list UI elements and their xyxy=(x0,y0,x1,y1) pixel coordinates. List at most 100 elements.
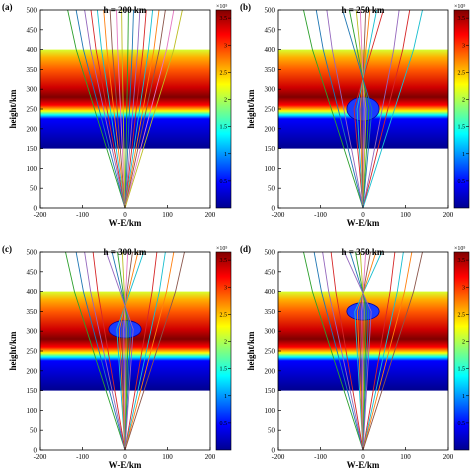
colorbar-tick-label: 1.5 xyxy=(458,367,466,373)
ray-path xyxy=(111,251,132,451)
ray-path xyxy=(124,251,158,451)
colorbar-tick-label: 1 xyxy=(224,152,227,158)
x-tick-label: 0 xyxy=(361,453,365,461)
panel-label: (b) xyxy=(240,2,251,12)
ray-path xyxy=(348,9,370,209)
colorbar-tick-label: 1.5 xyxy=(458,125,466,131)
ray-path xyxy=(362,251,404,451)
ray-path xyxy=(96,9,126,209)
y-tick-label: 0 xyxy=(34,447,38,455)
colorbar-tick-label: 0.5 xyxy=(220,179,228,185)
y-tick-label: 50 xyxy=(30,185,38,193)
panel-label: (d) xyxy=(240,244,251,254)
y-tick-label: 300 xyxy=(265,328,276,336)
ray-path xyxy=(322,251,364,451)
x-tick-label: 200 xyxy=(443,211,454,219)
y-axis-label: height/km xyxy=(246,331,256,371)
ray-path xyxy=(84,9,126,209)
ray-path xyxy=(90,9,126,209)
x-tick-label: 200 xyxy=(205,211,216,219)
ray-path xyxy=(124,9,141,209)
ray-path xyxy=(353,9,384,209)
ray-path xyxy=(75,251,126,451)
ray-path xyxy=(123,251,129,451)
ray-path xyxy=(124,9,154,209)
colorbar-tick-label: 0.5 xyxy=(458,421,466,427)
ray-path xyxy=(124,9,134,209)
ray-path xyxy=(343,251,372,451)
x-tick-label: 200 xyxy=(205,453,216,461)
depletion-bubble xyxy=(108,320,142,339)
y-tick-label: 250 xyxy=(27,348,38,356)
ray-path xyxy=(362,251,423,451)
y-tick-label: 250 xyxy=(27,106,38,114)
ray-path xyxy=(362,251,413,451)
colorbar xyxy=(215,251,232,451)
ray-path xyxy=(361,9,367,209)
x-tick-label: 100 xyxy=(162,453,173,461)
y-tick-label: 450 xyxy=(27,268,38,276)
x-axis-label: W-E/km xyxy=(347,460,380,470)
x-tick-label: 0 xyxy=(123,211,127,219)
panel-label: (c) xyxy=(2,244,12,254)
panel-title: h = 250 km xyxy=(342,5,385,15)
colorbar-tick-label: 2.5 xyxy=(458,70,466,76)
colorbar-tick-label: 3 xyxy=(224,43,227,49)
x-tick-label: 0 xyxy=(361,211,365,219)
ray-path xyxy=(356,9,378,209)
ray-path xyxy=(349,251,370,451)
y-tick-label: 300 xyxy=(27,86,38,94)
panel-title: h = 350 km xyxy=(342,247,385,257)
colorbar-tick-label: 1.5 xyxy=(220,125,228,131)
colorbar-tick-label: 2 xyxy=(462,340,465,346)
depletion-bubble xyxy=(346,302,380,321)
ray-path xyxy=(103,9,126,209)
y-tick-label: 200 xyxy=(27,367,38,375)
x-tick-label: -200 xyxy=(34,211,47,219)
ray-path xyxy=(124,251,185,451)
y-tick-label: 450 xyxy=(265,26,276,34)
colorbar-tick-label: 2.5 xyxy=(220,70,228,76)
y-tick-label: 100 xyxy=(265,165,276,173)
y-tick-label: 500 xyxy=(27,7,38,15)
ray-path xyxy=(124,9,175,209)
x-tick-label: -100 xyxy=(314,453,327,461)
colorbar-tick-label: 1 xyxy=(462,152,465,158)
ray-path xyxy=(355,251,367,451)
ray-path xyxy=(84,251,126,451)
panel-title: h = 200 km xyxy=(104,5,147,15)
y-tick-label: 500 xyxy=(265,249,276,257)
y-tick-label: 250 xyxy=(265,348,276,356)
ray-path xyxy=(313,251,364,451)
colorbar-tick-label: 2.5 xyxy=(458,312,466,318)
ray-path xyxy=(121,9,126,209)
y-tick-label: 450 xyxy=(265,268,276,276)
x-tick-label: 100 xyxy=(162,211,173,219)
panel-title: h = 300 km xyxy=(104,247,147,257)
colorbar-tick-label: 2 xyxy=(462,98,465,104)
x-axis-label: W-E/km xyxy=(109,460,142,470)
y-tick-label: 100 xyxy=(27,407,38,415)
x-tick-label: 100 xyxy=(400,453,411,461)
colorbar-tick-label: 0.5 xyxy=(220,421,228,427)
y-tick-label: 50 xyxy=(268,427,276,435)
y-tick-label: 400 xyxy=(27,288,38,296)
colorbar-tick-label: 1 xyxy=(462,394,465,400)
ray-path xyxy=(362,251,396,451)
colorbar-tick-label: 3.5 xyxy=(458,16,466,22)
depletion-bubble xyxy=(346,96,380,122)
colorbar-exponent: ×10⁵ xyxy=(216,246,227,252)
y-tick-label: 150 xyxy=(27,387,38,395)
y-tick-label: 250 xyxy=(265,106,276,114)
y-tick-label: 100 xyxy=(265,407,276,415)
x-tick-label: -200 xyxy=(272,453,285,461)
y-tick-label: 150 xyxy=(265,387,276,395)
y-tick-label: 200 xyxy=(265,125,276,133)
colorbar-tick-label: 3.5 xyxy=(220,258,228,264)
x-axis-label: W-E/km xyxy=(109,218,142,228)
ray-path xyxy=(359,9,365,209)
y-tick-label: 300 xyxy=(27,328,38,336)
ray-path xyxy=(124,9,160,209)
ray-path xyxy=(75,9,126,209)
